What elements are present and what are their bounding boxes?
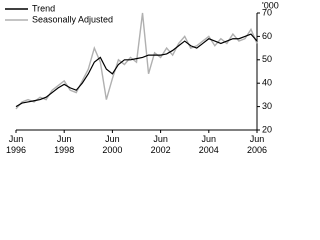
legend-label: Seasonally Adjusted	[32, 14, 113, 24]
y-tick-label: 50	[262, 54, 272, 64]
y-tick-label: 30	[262, 101, 272, 111]
x-tick-label: Jun 2002	[150, 134, 171, 155]
y-tick-label: 60	[262, 31, 272, 41]
x-tick-label: Jun 2000	[102, 134, 123, 155]
y-tick-label: 20	[262, 124, 272, 134]
y-tick-label: 70	[262, 7, 272, 17]
y-unit: '000	[262, 0, 279, 10]
x-tick-label: Jun 2004	[198, 134, 219, 155]
legend-label: Trend	[32, 3, 55, 13]
y-tick-label: 40	[262, 78, 272, 88]
chart: '000 20 30 40 50 60 70 Trend Seasonally Adjuste…	[5, 0, 279, 155]
series-line	[15, 12, 258, 110]
x-tick-label: Jun 2006	[246, 134, 268, 155]
x-tick-label: Jun 1996	[5, 134, 27, 155]
series-line	[15, 33, 258, 108]
x-tick-label: Jun 1998	[54, 134, 75, 155]
